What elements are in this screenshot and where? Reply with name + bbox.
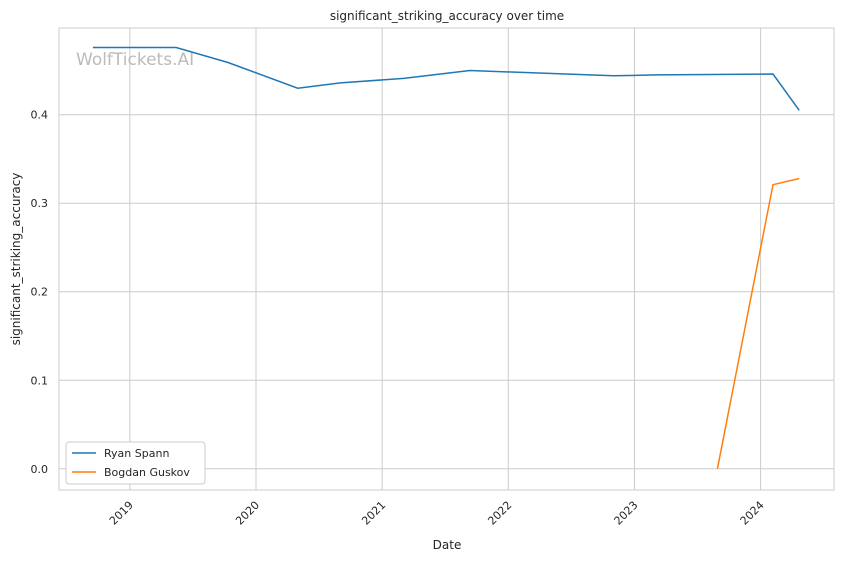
y-tick-label: 0.3	[31, 197, 49, 210]
series-line-bogdan-guskov	[717, 179, 799, 469]
watermark: WolfTickets.AI	[76, 50, 194, 70]
x-tick-label: 2019	[107, 499, 136, 528]
y-axis-label: significant_striking_accuracy	[9, 173, 23, 346]
y-tick-label: 0.0	[31, 463, 49, 476]
legend-label-bogdan-guskov: Bogdan Guskov	[104, 466, 190, 479]
x-tick-label: 2023	[612, 499, 641, 528]
plot-frame	[59, 28, 834, 490]
chart-title: significant_striking_accuracy over time	[330, 9, 564, 23]
x-tick-label: 2022	[485, 499, 514, 528]
x-axis-label: Date	[433, 538, 462, 552]
x-tick-label: 2020	[233, 499, 262, 528]
y-tick-label: 0.4	[31, 109, 49, 122]
x-tick-label: 2021	[359, 499, 388, 528]
series-line-ryan-spann	[93, 48, 799, 111]
y-tick-label: 0.1	[31, 374, 49, 387]
legend-label-ryan-spann: Ryan Spann	[104, 447, 169, 460]
x-tick-label: 2024	[738, 499, 767, 528]
y-tick-label: 0.2	[31, 286, 49, 299]
legend: Ryan Spann Bogdan Guskov	[66, 442, 205, 484]
